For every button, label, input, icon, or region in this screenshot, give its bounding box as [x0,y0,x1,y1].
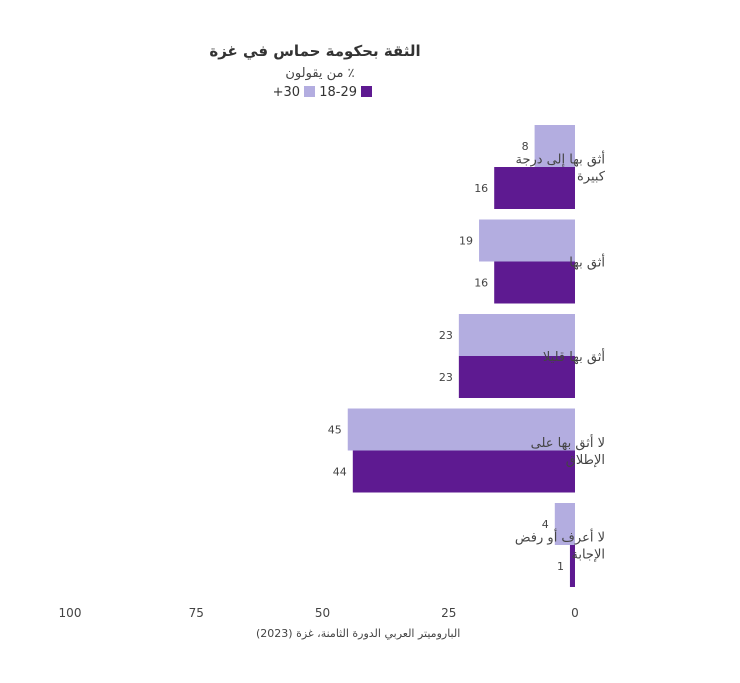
category-label-2-line-0: أثق بها قليلا [543,348,605,365]
category-label-4-line-1: الإجابة [571,548,605,563]
chart-subtitle: ٪ من يقولون [285,66,354,81]
chart-title: الثقة بحكومة حماس في غزة [209,42,420,60]
bar-18-29-1 [494,261,575,304]
source-note: الباروميتر العربي الدورة الثامنة، غزة (2… [256,627,460,640]
bar-30-plus-1 [479,219,575,262]
category-label-1-line-0: أثق بها [569,254,605,271]
legend: 18-29 +30 [273,85,372,100]
bar-18-29-4 [569,545,575,587]
category-labels: أثق بها إلى درجة كبيرة أثق بها أثق بها قليل… [515,151,606,563]
bar-30-plus-2 [458,314,575,356]
x-tick-label-50: 50 [315,606,330,620]
category-label-4-line-0: لا أعرف أو رفض [515,529,605,546]
bar-30-plus-4 [554,503,575,545]
bar-18-29-2 [458,356,575,398]
x-tick-label-25: 25 [441,606,456,620]
x-tick-label-100: 100 [59,606,82,620]
value-label-30-plus-1: 19 [459,235,473,248]
legend-label-18-29: 18-29 [319,85,357,100]
value-label-30-plus-3: 45 [328,424,342,437]
value-label-30-plus-2: 23 [439,329,453,342]
bar-30-plus-0 [534,125,575,167]
bar-18-29-3 [352,450,575,493]
category-label-0-line-1: كبيرة [577,170,606,185]
category-label-3-line-1: الإطلاق [566,453,605,468]
bar-18-29-0 [494,167,575,209]
x-axis-ticks: 100 75 50 25 0 [59,606,579,620]
category-label-3-line-0: لا أثق بها على [531,434,605,451]
value-label-18-29-1: 16 [474,277,488,290]
bar-30-plus-3 [347,408,575,451]
legend-label-30-plus: +30 [273,85,300,100]
value-label-18-29-0: 16 [474,182,488,195]
value-label-30-plus-4: 4 [542,518,549,531]
x-tick-label-75: 75 [189,606,204,620]
value-label-18-29-3: 44 [333,466,347,479]
value-label-18-29-2: 23 [439,371,453,384]
value-label-18-29-4: 1 [557,560,564,573]
value-label-30-plus-0: 8 [522,140,529,153]
x-tick-label-0: 0 [571,606,579,620]
legend-swatch-18-29 [361,86,372,97]
legend-swatch-30-plus [304,86,315,97]
category-label-0-line-0: أثق بها إلى درجة [515,151,605,168]
